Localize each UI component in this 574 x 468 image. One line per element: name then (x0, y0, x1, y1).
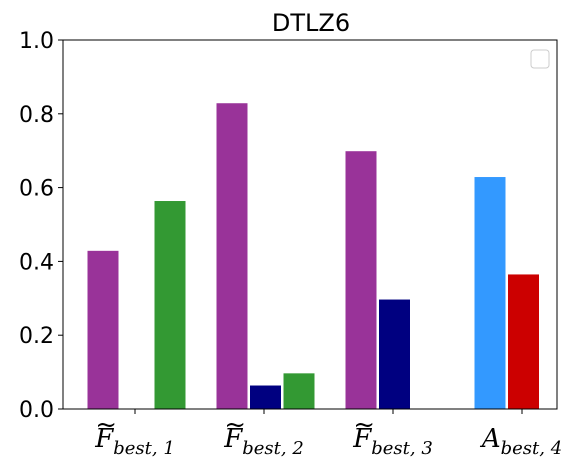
x-tick-accent-2: ~ (353, 410, 375, 440)
x-tick-label-1: Fbest, 2~ (223, 410, 304, 459)
bar-0-0 (86, 249, 120, 410)
svg-text:Fbest, 3: Fbest, 3 (352, 424, 433, 459)
y-tick-label-4: 0.8 (19, 103, 54, 128)
x-tick-accent-1: ~ (224, 410, 246, 440)
bar-1-2 (282, 372, 316, 410)
bar-3-0 (473, 176, 507, 410)
y-tick-label-2: 0.4 (19, 250, 54, 275)
bar-1-1 (249, 384, 282, 410)
bar-2-1 (378, 298, 411, 410)
bar-1-0 (215, 102, 249, 410)
y-tick-label-5: 1.0 (19, 29, 54, 54)
bar-3-1 (507, 273, 540, 410)
bar-0-2 (153, 200, 187, 410)
chart-title: DTLZ6 (272, 9, 350, 37)
x-tick-accent-0: ~ (95, 410, 117, 440)
legend-box (530, 49, 550, 69)
x-tick-label-2: Fbest, 3~ (352, 410, 433, 459)
plot-frame (62, 39, 558, 410)
bar-2-0 (344, 150, 378, 410)
x-tick-label-0: Fbest, 1~ (94, 410, 175, 459)
y-tick-label-1: 0.2 (19, 324, 54, 349)
svg-text:Fbest, 1: Fbest, 1 (94, 424, 175, 459)
svg-text:Abest, 4: Abest, 4 (480, 424, 562, 459)
y-tick-label-0: 0.0 (19, 398, 54, 423)
svg-text:Fbest, 2: Fbest, 2 (223, 424, 304, 459)
x-tick-label-3: Abest, 4 (480, 424, 562, 459)
y-tick-label-3: 0.6 (19, 177, 54, 202)
bars-layer (86, 102, 540, 410)
